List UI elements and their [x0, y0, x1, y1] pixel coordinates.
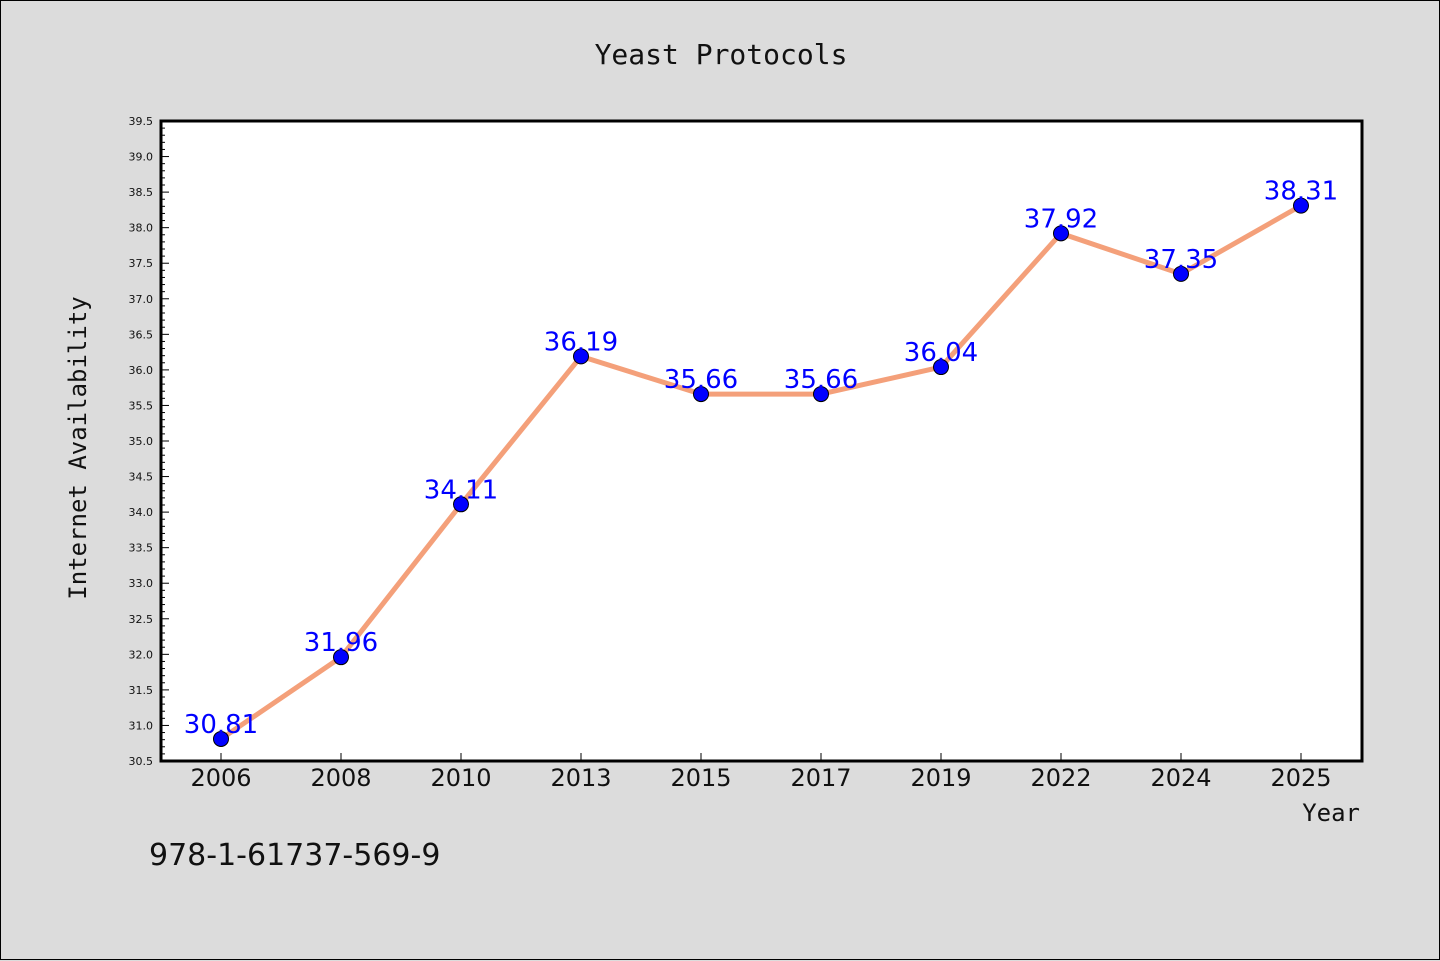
data-label: 35.66	[784, 365, 858, 395]
y-tick-label: 38.0	[129, 222, 154, 235]
y-tick-label: 39.5	[129, 115, 154, 128]
plot-area	[159, 119, 1364, 763]
y-axis-label: Internet Availability	[64, 296, 92, 599]
data-point	[1293, 197, 1309, 214]
x-tick-label: 2025	[1270, 764, 1331, 792]
data-label: 30.81	[184, 710, 258, 740]
y-axis: 30.5 31.0 31.5 32.0 32.5 33.0 33.5 34.0 34.5 35.0…	[129, 115, 169, 768]
data-label: 38.31	[1264, 177, 1338, 207]
y-tick-label: 30.5	[129, 755, 154, 768]
x-tick-label: 2019	[910, 764, 971, 792]
data-point	[333, 649, 349, 666]
y-tick-label: 37.5	[129, 257, 154, 270]
data-point	[1173, 265, 1189, 282]
x-tick-label: 2010	[430, 764, 491, 792]
x-tick-label: 2024	[1150, 764, 1211, 792]
data-label: 36.19	[544, 327, 618, 357]
x-tick-label: 2017	[790, 764, 851, 792]
chart-title: Yeast Protocols	[595, 38, 848, 71]
y-tick-label: 34.5	[129, 471, 154, 484]
data-label: 36.04	[904, 338, 978, 368]
x-tick-label: 2022	[1030, 764, 1091, 792]
data-point	[933, 359, 949, 376]
y-tick-label: 38.5	[129, 186, 154, 199]
y-tick-label: 35.0	[129, 435, 154, 448]
data-label: 34.11	[424, 475, 498, 505]
series-line	[219, 203, 1303, 742]
data-label: 37.35	[1144, 245, 1218, 275]
series-line-group: 30.81 31.96 34.11 36.19 35.66 35.66 36.04 37.92…	[184, 177, 1338, 747]
y-tick-label: 31.0	[129, 719, 154, 732]
y-tick-label: 39.0	[129, 151, 154, 164]
x-tick-label: 2006	[190, 764, 251, 792]
data-label: 35.66	[664, 365, 738, 395]
x-axis: 2006 2008 2010 2013 2015 2017 2019 2022 2024 2025	[190, 753, 1332, 792]
data-point	[1053, 225, 1069, 242]
y-tick-label: 36.5	[129, 328, 154, 341]
y-tick-label: 32.5	[129, 613, 154, 626]
data-label: 31.96	[304, 628, 378, 658]
y-tick-label: 37.0	[129, 293, 154, 306]
y-tick-label: 35.5	[129, 399, 154, 412]
isbn-label: 978-1-61737-569-9	[149, 838, 440, 873]
x-tick-label: 2008	[310, 764, 371, 792]
y-tick-label: 32.0	[129, 648, 154, 661]
data-point	[453, 496, 469, 513]
y-tick-label: 34.0	[129, 506, 154, 519]
y-tick-label: 33.0	[129, 577, 154, 590]
y-tick-label: 31.5	[129, 684, 154, 697]
data-point	[693, 386, 709, 403]
y-tick-label: 33.5	[129, 542, 154, 555]
x-tick-label: 2015	[670, 764, 731, 792]
x-axis-label: Year	[1302, 799, 1360, 827]
data-point	[813, 386, 829, 403]
data-point	[213, 730, 229, 747]
x-tick-label: 2013	[550, 764, 611, 792]
y-tick-label: 36.0	[129, 364, 154, 377]
data-label: 37.92	[1024, 204, 1098, 234]
data-point	[573, 348, 589, 365]
